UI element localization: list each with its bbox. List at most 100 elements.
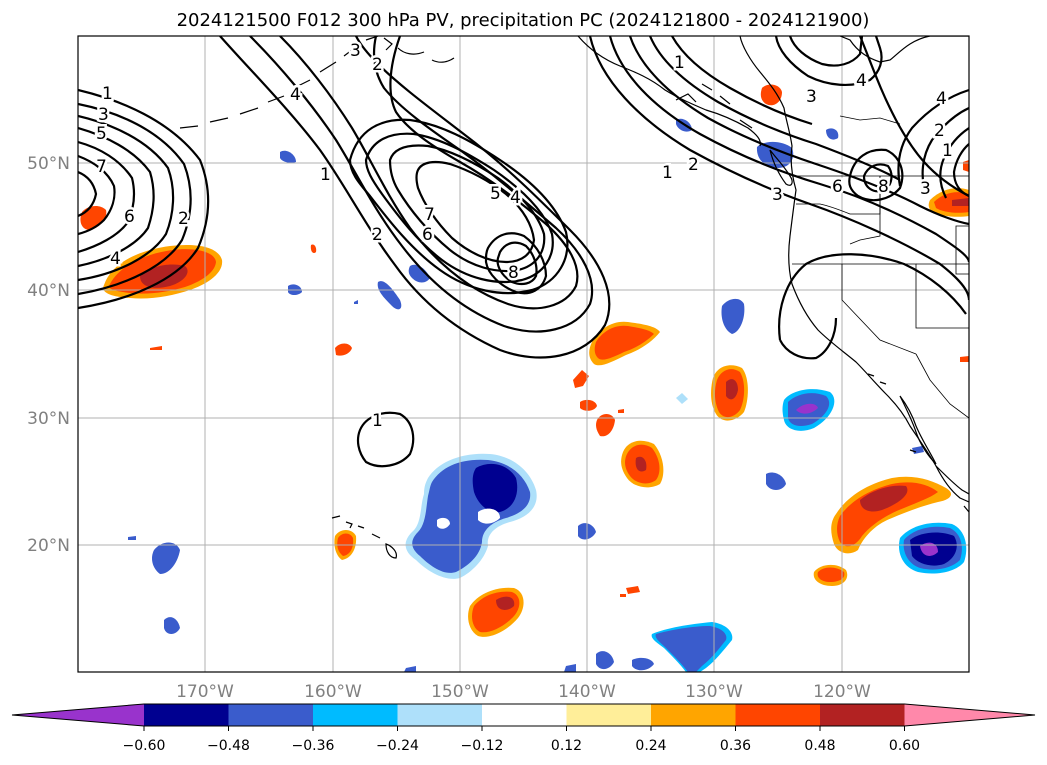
lon-label: 130°W xyxy=(685,682,743,702)
colorbar-segment xyxy=(397,704,482,726)
contour-label: 6 xyxy=(832,177,843,197)
contour-label: 4 xyxy=(290,85,301,105)
map-frame xyxy=(77,35,970,673)
lon-label: 150°W xyxy=(431,682,489,702)
pv-contour-east-5 xyxy=(671,36,813,126)
pv-contour-west-5 xyxy=(78,140,136,254)
mainland-mexico-coast-south xyxy=(963,505,969,513)
pv-contour-east-7 xyxy=(788,36,864,67)
pv-contour-central-7 xyxy=(415,160,536,264)
pv-contour-east-6 xyxy=(774,36,883,87)
map-panel: 1 3 5 7 6 2 4 1 2 4 5 4 7 6 8 1 3 2 1 2 … xyxy=(78,36,969,672)
pv-contour-east-1 xyxy=(588,36,969,301)
colorbar-tick-label: 0.36 xyxy=(720,738,751,754)
pv-contour-east-4 xyxy=(648,36,901,181)
contour-label: 4 xyxy=(936,89,947,109)
lon-label: 120°W xyxy=(813,682,871,702)
contour-label: 7 xyxy=(96,157,107,177)
mainland-mexico-coastline xyxy=(935,465,969,495)
longitude-labels: 170°W 160°W 150°W 140°W 130°W 120°W xyxy=(176,682,871,702)
pv-contour-east-2 xyxy=(608,36,969,263)
contour-label: 1 xyxy=(674,53,685,73)
lat-label: 40°N xyxy=(27,281,70,301)
pv-contour-central-9 xyxy=(496,241,538,286)
gridlines xyxy=(78,36,969,672)
pv-contour-east-3 xyxy=(628,36,969,226)
contour-label: 4 xyxy=(110,249,121,269)
negative-anomaly-scattered xyxy=(128,118,967,672)
colorbar-segment xyxy=(566,704,651,726)
contour-label: 4 xyxy=(510,188,521,208)
channel-islands xyxy=(867,373,887,385)
colorbar-tick-label: 0.60 xyxy=(889,738,920,754)
colorbar-extend-max xyxy=(904,704,1035,726)
contour-label: 2 xyxy=(372,225,383,245)
alaska-coastline xyxy=(577,36,761,147)
revillagigedo xyxy=(909,449,917,453)
contour-label: 2 xyxy=(372,55,383,75)
colorbar: −0.60 −0.48 −0.36 −0.24 −0.12 0.12 0.24 … xyxy=(11,703,1036,754)
contour-label: 8 xyxy=(878,177,889,197)
pv-contour-central-4 xyxy=(348,118,569,295)
pv-contour-west-7 xyxy=(78,170,98,218)
colorbar-segment xyxy=(482,704,567,726)
contour-label: 1 xyxy=(102,84,113,104)
north-america-coastline xyxy=(739,36,969,503)
contour-label: 8 xyxy=(508,263,519,283)
colorbar-segment xyxy=(651,704,736,726)
pv-contour-east-10 xyxy=(778,253,967,341)
contour-label: 6 xyxy=(422,225,433,245)
lat-label: 20°N xyxy=(27,536,70,556)
lon-label: 170°W xyxy=(176,682,234,702)
pv-contour-east-14 xyxy=(939,127,969,199)
pv-contour-west-4 xyxy=(78,126,155,268)
contour-label: 3 xyxy=(98,105,109,125)
pv-contour-east-13 xyxy=(921,107,969,195)
gulf-of-alaska-islands xyxy=(383,37,455,63)
contour-label: 3 xyxy=(806,87,817,107)
contour-label: 4 xyxy=(856,71,867,91)
pv-contour-central-2 xyxy=(249,36,594,333)
pv-contour-west-3 xyxy=(78,114,175,282)
positive-anomaly-central-pacific xyxy=(334,321,748,637)
contour-label: 6 xyxy=(124,207,135,227)
colorbar-extend-min xyxy=(12,704,144,726)
coastlines xyxy=(179,36,969,559)
lon-label: 140°W xyxy=(558,682,616,702)
contour-labels: 1 3 5 7 6 2 4 1 2 4 5 4 7 6 8 1 3 2 1 2 … xyxy=(94,39,956,434)
pv-contour-central-8 xyxy=(484,232,548,295)
positive-anomaly-east-pacific xyxy=(760,84,969,586)
contour-label: 2 xyxy=(178,209,189,229)
contour-label: 7 xyxy=(424,205,435,225)
baja-california-coastline xyxy=(899,395,937,465)
lat-label: 30°N xyxy=(27,409,70,429)
contour-label: 1 xyxy=(320,165,331,185)
contour-label: 1 xyxy=(942,141,953,161)
pv-contour-east-16 xyxy=(858,36,969,197)
pv-contour-central-6 xyxy=(388,144,546,273)
colorbar-segment xyxy=(313,704,398,726)
contour-label: 5 xyxy=(490,184,501,204)
pv-contour-east-11 xyxy=(779,317,838,360)
colorbar-segment xyxy=(228,704,313,726)
contour-label: 5 xyxy=(96,124,107,144)
pv-contour-west-2 xyxy=(78,102,192,296)
pv-contour-west-1 xyxy=(78,88,210,310)
contour-label: 3 xyxy=(772,185,783,205)
colorbar-tick-label: −0.12 xyxy=(461,738,504,754)
pv-contour-east-8 xyxy=(848,148,904,202)
colorbar-tick-label: 0.24 xyxy=(635,738,666,754)
contour-label: 3 xyxy=(350,41,361,61)
colorbar-tick-label: 0.12 xyxy=(551,738,582,754)
colorbar-tick-label: 0.48 xyxy=(804,738,835,754)
contour-label: 1 xyxy=(662,163,673,183)
pv-contour-central-1 xyxy=(219,36,611,359)
pv-contour-subtropical xyxy=(356,411,415,468)
colorbar-tick-label: −0.36 xyxy=(292,738,335,754)
contour-label: 2 xyxy=(688,155,699,175)
lon-label: 160°W xyxy=(304,682,362,702)
hawaiian-islands xyxy=(331,515,397,559)
colorbar-tick-label: −0.48 xyxy=(207,738,250,754)
colorbar-tick-label: −0.60 xyxy=(123,738,166,754)
